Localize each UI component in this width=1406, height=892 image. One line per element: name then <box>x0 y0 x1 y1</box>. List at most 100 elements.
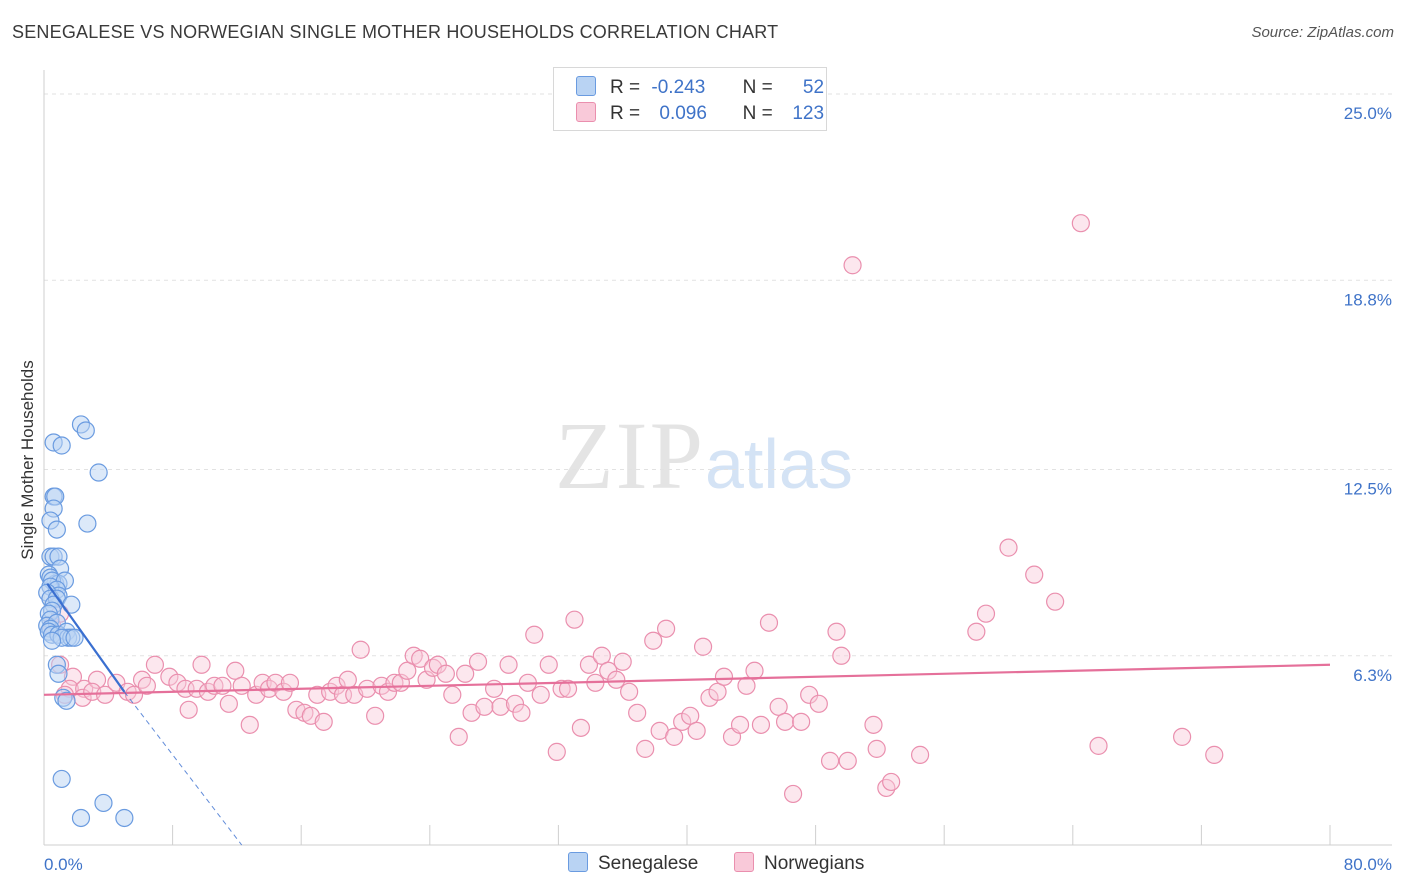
norwegians-point <box>358 679 377 698</box>
norwegians-point <box>512 703 531 722</box>
norwegians-point <box>613 652 632 671</box>
norwegians-point <box>240 715 259 734</box>
correlation-legend: R = -0.243 N = 52 R = 0.096 N = 123 <box>553 67 827 131</box>
norwegians-point <box>737 676 756 695</box>
norwegians-point <box>539 655 558 674</box>
norwegians-point <box>687 721 706 740</box>
norwegians-point <box>607 670 626 689</box>
legend-r-value: -0.243 <box>651 77 706 98</box>
legend-n-label: N = <box>742 77 773 98</box>
y-tick-label: 18.8% <box>1344 290 1392 309</box>
norwegians-point <box>644 631 663 650</box>
norwegians-point <box>838 751 857 770</box>
norwegians-point <box>226 661 245 680</box>
norwegians-point <box>832 646 851 665</box>
senegalese-point <box>115 808 134 828</box>
norwegians-point <box>219 694 238 713</box>
norwegians-point <box>280 673 300 692</box>
norwegians-point <box>571 718 591 737</box>
legend-label-norwegians: Norwegians <box>764 853 865 874</box>
norwegians-point <box>867 739 886 758</box>
watermark-atlas: atlas <box>705 425 853 503</box>
norwegians-point <box>1173 727 1192 746</box>
senegalese-point <box>52 436 71 455</box>
legend-r-value: 0.096 <box>659 103 707 124</box>
norwegians-point <box>827 622 846 641</box>
senegalese-point <box>49 664 68 683</box>
norwegians-point <box>314 712 333 731</box>
legend-r-label: R = <box>610 103 641 124</box>
senegalese-point <box>71 808 91 828</box>
norwegians-point <box>525 625 544 644</box>
norwegians-point <box>132 670 152 689</box>
norwegians-point <box>187 679 206 698</box>
norwegians-point <box>1205 745 1224 764</box>
norwegians-point <box>137 676 156 695</box>
norwegians-point <box>351 640 370 659</box>
norwegians-point <box>485 679 504 698</box>
norwegians-point <box>558 679 578 698</box>
norwegians-legend-swatch <box>734 852 754 872</box>
senegalese-points <box>38 415 134 828</box>
norwegians-point <box>179 700 198 719</box>
norwegians-point <box>531 685 550 704</box>
y-tick-label: 12.5% <box>1344 480 1392 499</box>
norwegians-point <box>628 703 647 722</box>
norwegians-point <box>792 712 811 731</box>
norwegians-point <box>499 655 518 674</box>
senegalese-point <box>52 769 71 789</box>
chart-title: SENEGALESE VS NORWEGIAN SINGLE MOTHER HO… <box>12 22 779 42</box>
senegalese-point <box>94 793 113 813</box>
senegalese-swatch <box>576 76 596 96</box>
norwegians-point <box>657 619 676 638</box>
norwegians-point <box>87 670 107 689</box>
legend-n-label: N = <box>742 103 773 124</box>
norwegians-point <box>910 745 930 764</box>
norwegians-point <box>693 637 713 656</box>
legend-row-norwegians: R = 0.096 N = 123 <box>576 102 824 124</box>
norwegians-point <box>783 784 803 804</box>
senegalese-point <box>78 514 97 533</box>
norwegians-point <box>505 694 525 713</box>
norwegians-point <box>681 706 700 725</box>
norwegians-point <box>759 613 779 632</box>
norwegians-point <box>436 664 455 683</box>
legend-row-senegalese: R = -0.243 N = 52 <box>576 76 824 98</box>
norwegians-point <box>999 538 1018 557</box>
norwegians-point <box>745 661 764 680</box>
trend-lines <box>43 583 1331 846</box>
norwegians-point <box>443 685 462 704</box>
norwegians-point <box>327 676 346 695</box>
x-tick-label: 80.0% <box>1344 855 1392 874</box>
tick-labels: 6.3% 12.5% 18.8% 25.0% 0.0% 80.0% <box>44 104 1392 874</box>
senegalese-legend-swatch <box>568 852 588 872</box>
norwegians-point <box>877 778 896 798</box>
norwegians-point <box>1089 736 1108 755</box>
norwegians-point <box>491 697 510 716</box>
y-tick-label: 25.0% <box>1344 104 1392 123</box>
norwegians-point <box>882 772 901 792</box>
senegalese-point <box>47 520 66 539</box>
norwegians-point <box>820 751 840 770</box>
norwegians-trend-line <box>43 663 1331 696</box>
norwegians-point <box>708 682 727 701</box>
x-tick-label: 0.0% <box>44 855 83 874</box>
norwegians-point <box>95 685 115 704</box>
legend-n-value: 123 <box>792 103 825 124</box>
norwegians-point <box>592 646 611 665</box>
legend-r-label: R = <box>610 77 641 98</box>
senegalese-point <box>65 628 84 647</box>
grid-lines <box>44 93 1392 657</box>
norwegians-point <box>145 655 165 674</box>
norwegians-point <box>1071 214 1090 233</box>
norwegians-point <box>809 694 828 713</box>
norwegians-point <box>1025 565 1044 584</box>
y-tick-label: 6.3% <box>1353 666 1392 685</box>
norwegians-swatch <box>576 102 596 122</box>
norwegians-point <box>475 697 494 716</box>
norwegians-point <box>398 661 417 680</box>
norwegians-point <box>843 256 862 275</box>
norwegians-point <box>1046 592 1065 611</box>
watermark-zip: ZIP <box>555 402 705 509</box>
